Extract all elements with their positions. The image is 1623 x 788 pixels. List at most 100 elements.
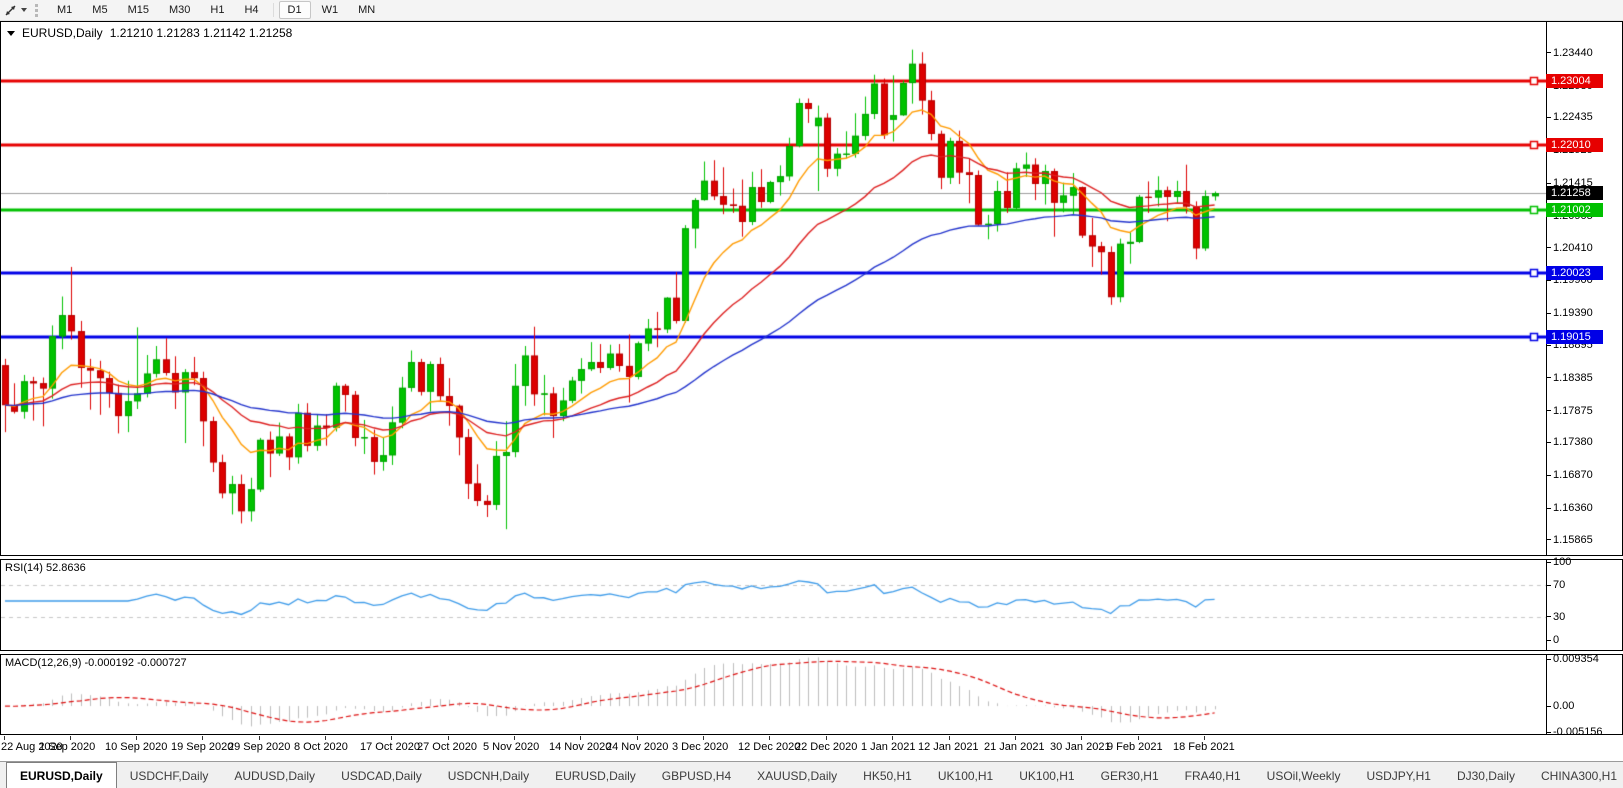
chart-tab-ger30-h1[interactable]: GER30,H1 <box>1100 768 1159 783</box>
chart-tab-china300-h1[interactable]: CHINA300,H1 <box>1540 768 1618 783</box>
chart-tab-usoil-weekly[interactable]: USOil,Weekly <box>1266 768 1341 783</box>
timeframe-toolbar: M1 M5 M15 M30 H1 H4 D1 W1 MN <box>0 0 1623 21</box>
time-axis-tick-label: 12 Jan 2021 <box>918 741 979 753</box>
chart-tab-bar: EURUSD,Daily USDCHF,Daily AUDUSD,Daily USDC… <box>0 761 1623 788</box>
price-axis-tick-label: 1.15865 <box>1553 533 1593 546</box>
macd-panel: MACD(12,26,9) -0.000192 -0.000727 <box>0 654 1623 735</box>
price-axis-tick <box>1546 344 1551 346</box>
chart-title: EURUSD,Daily 1.21210 1.21283 1.21142 1.2… <box>7 26 292 40</box>
time-axis-tick-label: 18 Feb 2021 <box>1173 741 1235 753</box>
price-axis-tick <box>1546 474 1551 476</box>
chart-tab-hk50-h1[interactable]: HK50,H1 <box>863 768 912 783</box>
level-price-tag[interactable]: 1.21002 <box>1546 202 1603 217</box>
price-axis-tick-label: 1.17380 <box>1553 436 1593 449</box>
price-axis-tick <box>1546 410 1551 412</box>
cursor-tool-button[interactable] <box>0 2 31 18</box>
timeframe-button-d1[interactable]: D1 <box>278 1 311 19</box>
time-axis-tick <box>448 736 449 740</box>
chart-tab-eurusd-daily[interactable]: EURUSD,Daily <box>555 768 636 783</box>
rsi-axis-divider <box>1546 560 1547 650</box>
macd-axis-tick <box>1546 705 1551 707</box>
macd-axis-tick <box>1546 658 1551 660</box>
timeframe-button-w1[interactable]: W1 <box>321 4 339 16</box>
chart-tab-usdcad-daily[interactable]: USDCAD,Daily <box>341 768 422 783</box>
collapse-indicator-icon[interactable] <box>7 30 15 36</box>
chart-ohlc-label: 1.21210 1.21283 1.21142 1.21258 <box>109 26 293 40</box>
price-axis-tick <box>1546 377 1551 379</box>
chart-tab-gbpusd-h4[interactable]: GBPUSD,H4 <box>661 768 732 783</box>
price-axis-tick <box>1546 116 1551 118</box>
macd-label: MACD(12,26,9) -0.000192 -0.000727 <box>5 657 187 669</box>
timeframe-button-m5[interactable]: M5 <box>92 4 108 16</box>
rsi-canvas[interactable] <box>1 560 1546 648</box>
chart-tab-dj30-daily[interactable]: DJ30,Daily <box>1456 768 1515 783</box>
toolbar-grip-handle[interactable] <box>35 3 41 17</box>
price-axis-tick-label: 1.23440 <box>1553 46 1593 59</box>
chart-tab-usdchf-daily[interactable]: USDCHF,Daily <box>129 768 209 783</box>
rsi-axis-tick <box>1546 616 1551 618</box>
rsi-axis-tick-label: 0 <box>1553 634 1560 646</box>
level-price-tag[interactable]: 1.20023 <box>1546 265 1603 280</box>
time-axis-tick <box>70 736 71 740</box>
time-axis-tick <box>1015 736 1016 740</box>
chart-tab-uk100-h1[interactable]: UK100,H1 <box>937 768 994 783</box>
price-axis-tick-label: 1.16870 <box>1553 469 1593 482</box>
time-axis-tick-label: 24 Nov 2020 <box>606 741 669 753</box>
timeframe-button-mn[interactable]: MN <box>358 4 376 16</box>
timeframe-button-m30[interactable]: M30 <box>168 4 191 16</box>
level-price-tag[interactable]: 1.23004 <box>1546 73 1603 88</box>
rsi-axis-tick <box>1546 561 1551 563</box>
rsi-axis-tick-label: 30 <box>1553 610 1566 623</box>
time-axis-tick <box>892 736 893 740</box>
macd-axis-tick-label: -0.005156 <box>1553 726 1603 738</box>
chart-tab-usdcnh-daily[interactable]: USDCNH,Daily <box>447 768 530 783</box>
macd-axis-tick-label: 0.00 <box>1553 700 1575 713</box>
price-axis-tick-label: 1.17875 <box>1553 404 1593 417</box>
cursor-tool-icon <box>5 5 16 16</box>
price-axis-tick <box>1546 441 1551 443</box>
timeframe-button-m1[interactable]: M1 <box>57 4 73 16</box>
chart-tab-uk100-h1[interactable]: UK100,H1 <box>1019 768 1075 783</box>
price-axis-tick-label: 1.20410 <box>1553 241 1593 254</box>
time-axis-tick-label: 5 Nov 2020 <box>483 741 540 753</box>
chart-tab-eurusd-daily[interactable]: EURUSD,Daily <box>6 762 117 788</box>
price-axis-tick-label: 1.19390 <box>1553 307 1593 320</box>
macd-axis-tick-label: 0.009354 <box>1553 653 1599 665</box>
time-axis-tick-label: 14 Nov 2020 <box>549 741 612 753</box>
time-axis-tick <box>1081 736 1082 740</box>
time-axis-tick-label: 27 Oct 2020 <box>417 741 477 753</box>
time-axis-tick <box>580 736 581 740</box>
time-axis-tick <box>202 736 203 740</box>
main-chart-canvas[interactable] <box>1 22 1546 553</box>
time-axis-tick-label: 10 Sep 2020 <box>105 741 168 753</box>
cursor-tool-dropdown-icon[interactable] <box>21 8 27 12</box>
time-axis-tick-label: 21 Jan 2021 <box>984 741 1045 753</box>
level-price-tag[interactable]: 1.19015 <box>1546 330 1603 345</box>
price-axis-tick <box>1546 279 1551 281</box>
time-axis-tick <box>949 736 950 740</box>
timeframe-button-m15[interactable]: M15 <box>127 4 149 16</box>
toolbar-separator <box>272 3 274 17</box>
time-axis-tick-label: 17 Oct 2020 <box>360 741 420 753</box>
level-price-tag[interactable]: 1.22010 <box>1546 137 1603 152</box>
chart-symbol-label: EURUSD,Daily <box>22 26 103 40</box>
time-axis-tick-label: 12 Dec 2020 <box>738 741 801 753</box>
time-axis-tick-label: 3 Dec 2020 <box>672 741 729 753</box>
macd-canvas[interactable] <box>1 655 1546 732</box>
time-axis-tick-label: 1 Jan 2021 <box>861 741 916 753</box>
chart-tab-usdjpy-h1[interactable]: USDJPY,H1 <box>1366 768 1431 783</box>
time-axis-tick-label: 22 Aug 2020 <box>1 741 63 753</box>
time-axis-tick-label: 19 Sep 2020 <box>171 741 234 753</box>
price-axis-tick <box>1546 312 1551 314</box>
rsi-label: RSI(14) 52.8636 <box>5 562 86 574</box>
time-axis-tick-label: 1 Sep 2020 <box>39 741 96 753</box>
chart-tab-audusd-daily[interactable]: AUDUSD,Daily <box>234 768 316 783</box>
price-axis-tick <box>1546 52 1551 54</box>
time-axis-tick-label: 22 Dec 2020 <box>795 741 858 753</box>
timeframe-button-h4[interactable]: H4 <box>244 4 259 16</box>
macd-axis-divider <box>1546 655 1547 734</box>
time-axis-tick <box>826 736 827 740</box>
chart-tab-fra40-h1[interactable]: FRA40,H1 <box>1184 768 1241 783</box>
chart-tab-xauusd-daily[interactable]: XAUUSD,Daily <box>757 768 838 783</box>
timeframe-button-h1[interactable]: H1 <box>210 4 225 16</box>
